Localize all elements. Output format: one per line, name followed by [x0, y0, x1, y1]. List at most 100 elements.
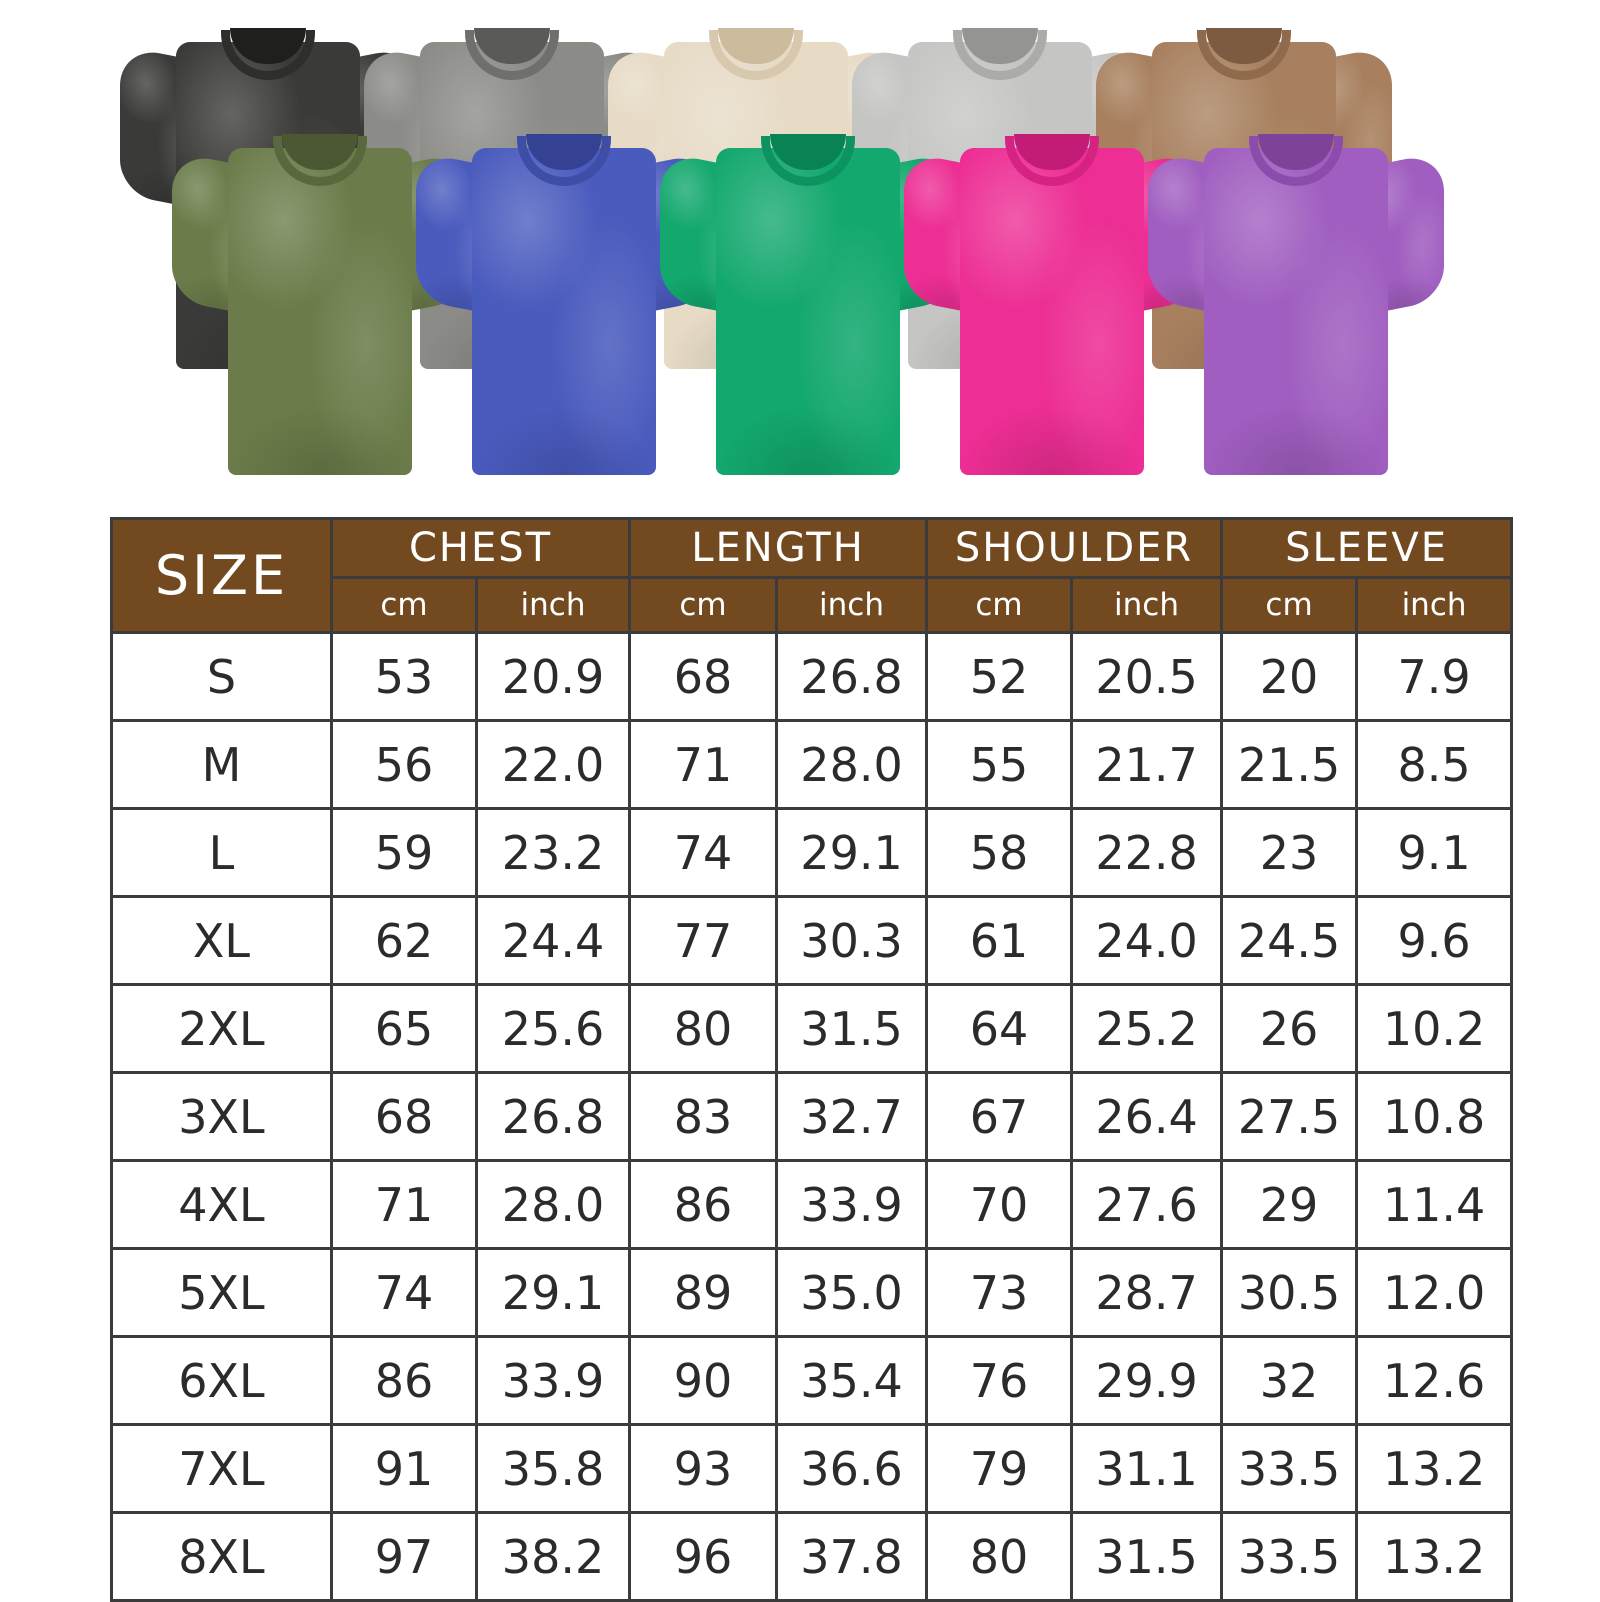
cell-sleeve-in: 12.0 — [1355, 1247, 1514, 1338]
cell-chest-in: 22.0 — [474, 719, 632, 810]
cell-shoulder-cm: 58 — [925, 807, 1074, 898]
size-label: S — [110, 631, 333, 722]
size-chart-body: S 53 20.9 68 26.8 52 20.5 20 7.9 M 56 22.0 71 28.0 55 2… — [110, 631, 1514, 1602]
cell-shoulder-in: 31.1 — [1070, 1423, 1224, 1514]
cell-chest-in: 28.0 — [474, 1159, 632, 1250]
cell-sleeve-cm: 21.5 — [1220, 719, 1359, 810]
cell-chest-cm: 53 — [330, 631, 478, 722]
cell-chest-in: 23.2 — [474, 807, 632, 898]
cell-sleeve-in: 13.2 — [1355, 1423, 1514, 1514]
size-label: 5XL — [110, 1247, 333, 1338]
cell-shoulder-in: 27.6 — [1070, 1159, 1224, 1250]
cell-chest-in: 29.1 — [474, 1247, 632, 1338]
cell-sleeve-in: 9.1 — [1355, 807, 1514, 898]
cell-sleeve-cm: 26 — [1220, 983, 1359, 1074]
cell-chest-cm: 68 — [330, 1071, 478, 1162]
size-chart-head: SIZE CHEST LENGTH SHOULDER SLEEVE cm inc… — [110, 517, 1514, 634]
cell-chest-cm: 86 — [330, 1335, 478, 1426]
cell-chest-cm: 91 — [330, 1423, 478, 1514]
cell-sleeve-cm: 27.5 — [1220, 1071, 1359, 1162]
cell-sleeve-cm: 29 — [1220, 1159, 1359, 1250]
header-size: SIZE — [110, 517, 333, 634]
tshirt-body — [1204, 148, 1388, 475]
header-group-row: SIZE CHEST LENGTH SHOULDER SLEEVE — [110, 517, 1514, 634]
tshirt-body — [716, 148, 900, 475]
cell-chest-cm: 65 — [330, 983, 478, 1074]
table-row: 7XL 91 35.8 93 36.6 79 31.1 33.5 13.2 — [110, 1423, 1514, 1514]
cell-shoulder-in: 31.5 — [1070, 1511, 1224, 1602]
cell-chest-cm: 74 — [330, 1247, 478, 1338]
cell-length-in: 32.7 — [775, 1071, 929, 1162]
cell-shoulder-in: 29.9 — [1070, 1335, 1224, 1426]
cell-shoulder-in: 28.7 — [1070, 1247, 1224, 1338]
cell-length-in: 31.5 — [775, 983, 929, 1074]
cell-length-in: 35.4 — [775, 1335, 929, 1426]
header-group-shoulder: SHOULDER — [925, 517, 1224, 579]
header-unit-shoulder-inch: inch — [1070, 576, 1224, 634]
cell-chest-in: 25.6 — [474, 983, 632, 1074]
cell-length-cm: 77 — [628, 895, 779, 986]
header-unit-length-inch: inch — [775, 576, 929, 634]
cell-length-cm: 80 — [628, 983, 779, 1074]
cell-sleeve-in: 13.2 — [1355, 1511, 1514, 1602]
table-row: M 56 22.0 71 28.0 55 21.7 21.5 8.5 — [110, 719, 1514, 810]
cell-sleeve-in: 10.2 — [1355, 983, 1514, 1074]
header-group-length: LENGTH — [628, 517, 929, 579]
cell-chest-cm: 59 — [330, 807, 478, 898]
cell-chest-in: 24.4 — [474, 895, 632, 986]
cell-shoulder-cm: 67 — [925, 1071, 1074, 1162]
cell-chest-in: 20.9 — [474, 631, 632, 722]
cell-chest-in: 38.2 — [474, 1511, 632, 1602]
cell-chest-cm: 62 — [330, 895, 478, 986]
size-label: 6XL — [110, 1335, 333, 1426]
cell-sleeve-cm: 32 — [1220, 1335, 1359, 1426]
cell-chest-cm: 71 — [330, 1159, 478, 1250]
size-label: 2XL — [110, 983, 333, 1074]
header-unit-shoulder-cm: cm — [925, 576, 1074, 634]
cell-sleeve-in: 7.9 — [1355, 631, 1514, 722]
table-row: S 53 20.9 68 26.8 52 20.5 20 7.9 — [110, 631, 1514, 722]
cell-shoulder-in: 24.0 — [1070, 895, 1224, 986]
cell-sleeve-cm: 30.5 — [1220, 1247, 1359, 1338]
table-row: 5XL 74 29.1 89 35.0 73 28.7 30.5 12.0 — [110, 1247, 1514, 1338]
header-unit-sleeve-inch: inch — [1355, 576, 1514, 634]
cell-length-in: 37.8 — [775, 1511, 929, 1602]
cell-sleeve-in: 11.4 — [1355, 1159, 1514, 1250]
size-chart-table: SIZE CHEST LENGTH SHOULDER SLEEVE cm inc… — [110, 517, 1514, 1602]
cell-shoulder-cm: 80 — [925, 1511, 1074, 1602]
cell-chest-in: 33.9 — [474, 1335, 632, 1426]
tshirt-front-row-4[interactable] — [1146, 130, 1446, 475]
table-row: 2XL 65 25.6 80 31.5 64 25.2 26 10.2 — [110, 983, 1514, 1074]
cell-chest-cm: 97 — [330, 1511, 478, 1602]
cell-shoulder-in: 20.5 — [1070, 631, 1224, 722]
size-label: XL — [110, 895, 333, 986]
cell-sleeve-in: 10.8 — [1355, 1071, 1514, 1162]
table-row: 4XL 71 28.0 86 33.9 70 27.6 29 11.4 — [110, 1159, 1514, 1250]
table-row: 3XL 68 26.8 83 32.7 67 26.4 27.5 10.8 — [110, 1071, 1514, 1162]
cell-sleeve-cm: 20 — [1220, 631, 1359, 722]
size-chart-container: SIZE CHEST LENGTH SHOULDER SLEEVE cm inc… — [110, 517, 1514, 1602]
cell-length-in: 33.9 — [775, 1159, 929, 1250]
size-label: M — [110, 719, 333, 810]
cell-shoulder-in: 22.8 — [1070, 807, 1224, 898]
header-unit-sleeve-cm: cm — [1220, 576, 1359, 634]
cell-shoulder-in: 25.2 — [1070, 983, 1224, 1074]
tshirt-body — [472, 148, 656, 475]
table-row: 8XL 97 38.2 96 37.8 80 31.5 33.5 13.2 — [110, 1511, 1514, 1602]
tshirt-body — [960, 148, 1144, 475]
cell-shoulder-in: 21.7 — [1070, 719, 1224, 810]
header-group-sleeve: SLEEVE — [1220, 517, 1514, 579]
cell-shoulder-cm: 55 — [925, 719, 1074, 810]
product-color-gallery — [0, 0, 1600, 512]
cell-length-cm: 71 — [628, 719, 779, 810]
size-label: 7XL — [110, 1423, 333, 1514]
header-group-chest: CHEST — [329, 517, 632, 579]
cell-chest-in: 35.8 — [474, 1423, 632, 1514]
cell-length-cm: 93 — [628, 1423, 779, 1514]
size-label: L — [110, 807, 333, 898]
cell-length-cm: 89 — [628, 1247, 779, 1338]
header-unit-chest-inch: inch — [474, 576, 632, 634]
cell-length-cm: 68 — [628, 631, 779, 722]
cell-shoulder-cm: 52 — [925, 631, 1074, 722]
cell-sleeve-in: 8.5 — [1355, 719, 1514, 810]
